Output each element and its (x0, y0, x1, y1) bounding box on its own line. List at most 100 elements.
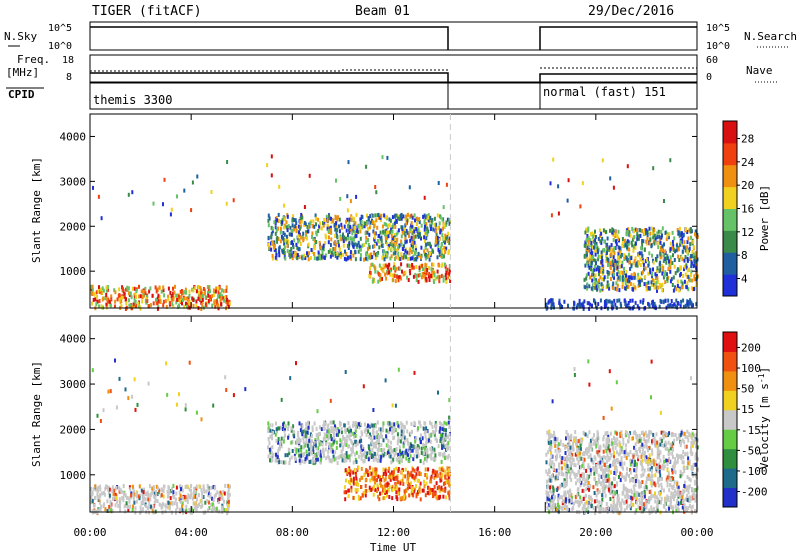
data-cell (604, 490, 606, 494)
data-cell (573, 301, 575, 305)
data-cell (400, 214, 402, 218)
data-cell (679, 231, 681, 235)
data-cell (423, 489, 425, 493)
data-cell (608, 458, 610, 462)
data-cell (386, 490, 388, 494)
data-cell (361, 453, 363, 457)
data-cell (423, 480, 425, 484)
data-cell (343, 442, 345, 446)
data-cell (130, 291, 132, 295)
data-cell (142, 295, 144, 299)
data-cell (588, 240, 590, 244)
data-cell (132, 287, 134, 291)
data-cell (609, 246, 611, 250)
data-cell (416, 278, 418, 282)
data-cell (428, 439, 430, 443)
data-cell (338, 455, 340, 459)
data-cell (276, 236, 278, 240)
data-cell (591, 287, 593, 291)
data-cell (350, 489, 352, 493)
data-cell (314, 246, 316, 250)
data-cell (348, 421, 350, 425)
data-cell (344, 485, 346, 489)
data-cell (123, 492, 125, 496)
cpid-panel: CPID themis 3300 normal (fast) 151 (6, 83, 697, 109)
data-cell (224, 492, 226, 496)
data-cell (171, 302, 173, 306)
data-cell (447, 435, 449, 439)
data-cell (289, 458, 291, 462)
data-cell (405, 449, 407, 453)
data-cell (424, 457, 426, 461)
data-cell (406, 276, 408, 280)
data-cell (332, 429, 334, 433)
data-cell (680, 474, 682, 478)
data-cell (429, 491, 431, 495)
data-cell (680, 272, 682, 276)
data-cell (355, 434, 357, 438)
data-cell (422, 215, 424, 219)
data-cell (284, 245, 286, 249)
data-cell (588, 284, 590, 288)
data-cell (205, 303, 207, 307)
data-cell (624, 298, 626, 302)
data-cell (176, 298, 178, 302)
data-cell (369, 479, 371, 483)
data-cell (641, 480, 643, 484)
data-cell (326, 219, 328, 223)
data-cell (374, 452, 376, 456)
data-cell (301, 430, 303, 434)
data-cell (133, 501, 135, 505)
data-cell (446, 271, 448, 275)
data-cell (103, 504, 105, 508)
data-cell (434, 453, 436, 457)
data-cell (226, 202, 228, 206)
data-cell (143, 290, 145, 294)
data-cell (393, 470, 395, 474)
data-cell (626, 467, 628, 471)
data-cell (597, 250, 599, 254)
data-cell (401, 270, 403, 274)
data-cell (423, 461, 425, 465)
data-cell (194, 507, 196, 511)
data-cell (442, 227, 444, 231)
data-cell (424, 225, 426, 229)
data-cell (444, 456, 446, 460)
data-cell (377, 448, 379, 452)
data-cell (435, 229, 437, 233)
data-cell (149, 497, 151, 501)
data-cell (220, 297, 222, 301)
data-cell (129, 487, 131, 491)
data-cell (118, 293, 120, 297)
data-cell (100, 291, 102, 295)
data-cell (400, 252, 402, 256)
data-cell (407, 257, 409, 261)
data-cell (345, 237, 347, 241)
data-cell (198, 291, 200, 295)
data-cell (382, 425, 384, 429)
data-cell (221, 288, 223, 292)
data-cell (298, 230, 300, 234)
data-cell (585, 469, 587, 473)
data-cell (438, 444, 440, 448)
data-cell (439, 426, 441, 430)
data-cell (646, 434, 648, 438)
data-cell (549, 485, 551, 489)
data-cell (394, 215, 396, 219)
data-cell (632, 249, 634, 253)
data-cell (217, 304, 219, 308)
data-cell (276, 439, 278, 443)
data-cell (350, 429, 352, 433)
data-cell (340, 237, 342, 241)
data-cell (298, 247, 300, 251)
data-cell (352, 432, 354, 436)
data-cell (278, 426, 280, 430)
data-cell (667, 468, 669, 472)
data-cell (444, 250, 446, 254)
data-cell (602, 158, 604, 162)
y-tick-label: 1000 (60, 265, 87, 278)
data-cell (401, 470, 403, 474)
data-cell (378, 245, 380, 249)
data-cell (125, 301, 127, 305)
data-cell (694, 256, 696, 260)
